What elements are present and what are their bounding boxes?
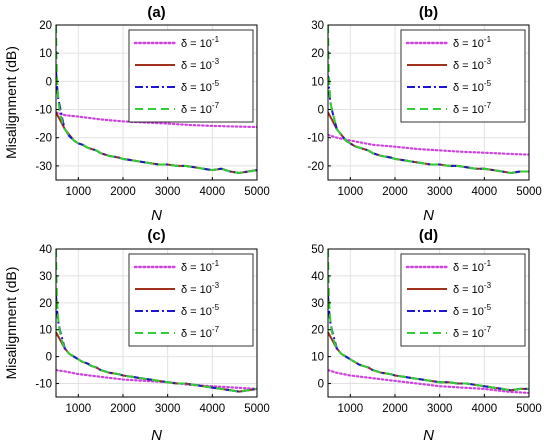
y-tick-label: 30 [311, 20, 324, 32]
x-tick-label: 5000 [516, 186, 542, 198]
series-line-1 [56, 111, 257, 129]
x-tick-label: 2000 [382, 403, 408, 415]
x-tick-label: 5000 [244, 186, 270, 198]
x-tick-label: 2000 [382, 186, 408, 198]
legend-label: δ = 10-7 [453, 325, 492, 340]
x-tick-label: 3000 [155, 186, 181, 198]
y-tick-label: 0 [318, 379, 324, 391]
y-tick-label: 10 [39, 325, 52, 337]
legend-box [128, 29, 254, 123]
chart-title: (c) [147, 227, 165, 244]
chart-panel-1: 1000 2000 3000 4000 5000 -30 -20 -10 0 10 20 (a) N Mi… [3, 4, 270, 224]
x-tick-label: 1000 [338, 186, 364, 198]
series-line-4 [328, 249, 529, 392]
y-tick-label: -10 [307, 133, 324, 145]
series-line-4 [56, 25, 257, 174]
y-axis-label: Misalignment (dB) [3, 46, 19, 159]
series-line-1 [328, 369, 529, 395]
x-tick-label: 4000 [200, 186, 226, 198]
y-tick-label: 10 [311, 352, 324, 364]
chart-panel-2: 1000 2000 3000 4000 5000 -20 -10 0 10 20 30 (b) Nδ =… [307, 4, 541, 224]
y-tick-label: 20 [311, 48, 324, 60]
x-axis-label: N [151, 207, 162, 224]
chart-title: (a) [147, 4, 165, 21]
legend-label: δ = 10-1 [181, 35, 220, 50]
plot-frame [327, 24, 530, 181]
x-tick-label: 2000 [110, 403, 136, 415]
legend-label: δ = 10-7 [181, 101, 220, 116]
x-axis-label: N [423, 207, 434, 224]
legend-label: δ = 10-3 [181, 281, 220, 296]
y-tick-label: 40 [39, 244, 52, 256]
y-tick-label: 10 [311, 76, 324, 88]
legend: δ = 10-1 δ = 10-3 δ = 10-5 δ = 10-7 [128, 29, 254, 123]
y-tick-label: 20 [39, 20, 52, 32]
chart-title: (d) [419, 227, 438, 244]
plot-frame [327, 248, 530, 398]
y-tick-label: -20 [307, 161, 324, 173]
chart-panel-3: 1000 2000 3000 4000 5000 -10 0 10 20 30 40 (c) N Misa… [3, 227, 270, 444]
y-tick-label: 40 [311, 271, 324, 283]
y-tick-label: 20 [39, 298, 52, 310]
y-axis-label: Misalignment (dB) [3, 267, 19, 380]
plot-frame [55, 248, 258, 398]
x-tick-label: 3000 [427, 186, 453, 198]
legend-box [128, 253, 254, 347]
legend-label: δ = 10-7 [181, 325, 220, 340]
legend-label: δ = 10-3 [453, 281, 492, 296]
y-tick-label: -10 [35, 379, 52, 391]
legend-label: δ = 10-5 [181, 79, 220, 94]
x-tick-label: 4000 [200, 403, 226, 415]
legend: δ = 10-1 δ = 10-3 δ = 10-5 δ = 10-7 [128, 253, 254, 347]
series-line-4 [328, 25, 529, 174]
x-axis-label: N [151, 427, 162, 444]
x-tick-label: 3000 [155, 403, 181, 415]
chart-title: (b) [419, 4, 438, 21]
legend-box [400, 253, 526, 347]
x-tick-label: 5000 [516, 403, 542, 415]
x-axis-label: N [423, 427, 434, 444]
y-tick-label: 20 [311, 325, 324, 337]
x-tick-label: 4000 [472, 186, 498, 198]
x-tick-label: 1000 [338, 403, 364, 415]
plot-frame [55, 24, 258, 181]
legend-label: δ = 10-3 [181, 57, 220, 72]
y-tick-label: 30 [311, 298, 324, 310]
y-tick-label: -20 [35, 133, 52, 145]
y-tick-label: 50 [311, 244, 324, 256]
x-tick-label: 1000 [66, 186, 92, 198]
legend: δ = 10-1 δ = 10-3 δ = 10-5 δ = 10-7 [400, 253, 526, 347]
chart-panel-4: 1000 2000 3000 4000 5000 0 10 20 30 40 50 (d) Nδ = 1… [311, 227, 542, 444]
series-line-1 [56, 369, 257, 390]
legend-label: δ = 10-5 [181, 303, 220, 318]
y-tick-label: -30 [35, 161, 52, 173]
legend-label: δ = 10-7 [453, 101, 492, 116]
x-tick-label: 2000 [110, 186, 136, 198]
x-tick-label: 1000 [66, 403, 92, 415]
legend-label: δ = 10-1 [453, 259, 492, 274]
legend-label: δ = 10-5 [453, 79, 492, 94]
legend-label: δ = 10-5 [453, 303, 492, 318]
y-tick-label: 10 [39, 48, 52, 60]
x-tick-label: 5000 [244, 403, 270, 415]
x-tick-label: 4000 [472, 403, 498, 415]
legend-label: δ = 10-1 [453, 35, 492, 50]
y-tick-label: 30 [39, 271, 52, 283]
legend-box [400, 29, 526, 123]
legend-label: δ = 10-3 [453, 57, 492, 72]
y-tick-label: 0 [46, 352, 52, 364]
series-line-4 [56, 249, 257, 393]
legend: δ = 10-1 δ = 10-3 δ = 10-5 δ = 10-7 [400, 29, 526, 123]
y-tick-label: -10 [35, 105, 52, 117]
x-tick-label: 3000 [427, 403, 453, 415]
legend-label: δ = 10-1 [181, 259, 220, 274]
y-tick-label: 0 [46, 76, 52, 88]
y-tick-label: 0 [318, 105, 324, 117]
